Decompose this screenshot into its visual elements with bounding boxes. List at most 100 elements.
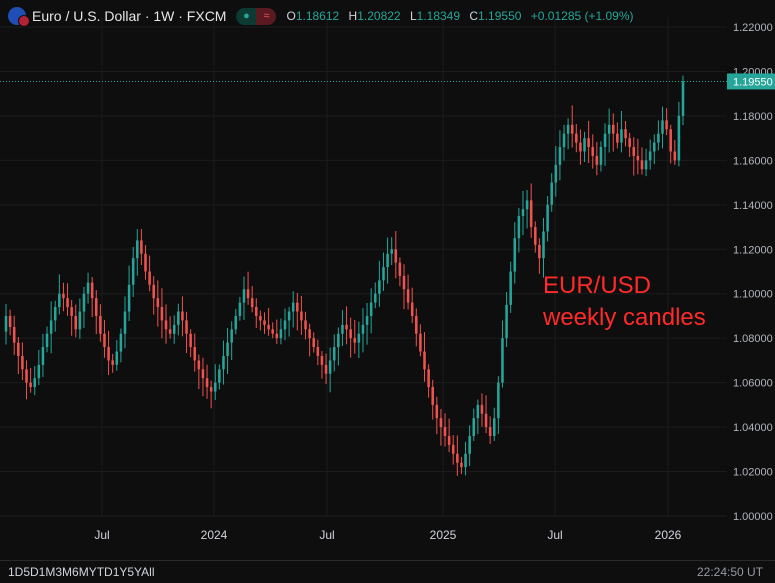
candle-body — [12, 327, 16, 343]
chart-annotation: EUR/USD weekly candles — [543, 270, 706, 334]
candle-body — [181, 311, 184, 321]
candle-body — [546, 204, 549, 232]
candle-body — [111, 360, 114, 365]
candle-body — [554, 164, 558, 183]
range-selector[interactable]: 1D5D1M3M6MYTD1Y5YAll — [8, 565, 155, 579]
candle-body — [21, 355, 24, 370]
candle-body — [472, 418, 476, 436]
candle-body — [369, 302, 373, 316]
candle-body — [140, 240, 143, 254]
candle-body — [382, 267, 385, 281]
candle-body — [566, 124, 570, 134]
candle-body — [410, 302, 414, 316]
y-tick-label: 1.18000 — [733, 111, 773, 123]
candle-body — [394, 249, 398, 263]
candle-body — [275, 333, 279, 339]
candle-body — [53, 307, 57, 321]
candle-body — [451, 444, 455, 454]
ohlc-open-label: O — [286, 9, 296, 23]
candle-body — [90, 282, 94, 299]
candle-body — [263, 320, 266, 325]
candle-body — [624, 129, 627, 139]
candle-body — [439, 418, 443, 428]
y-tick-label: 1.22000 — [733, 22, 773, 34]
symbol-header: Euro / U.S. Dollar · 1W · FXCM ● ≈ O1.18… — [8, 7, 640, 27]
symbol-title[interactable]: Euro / U.S. Dollar · 1W · FXCM — [32, 8, 227, 24]
candle-body — [226, 342, 229, 356]
candle-body — [648, 151, 652, 161]
candle-body — [562, 133, 566, 148]
candle-body — [558, 147, 562, 165]
ohlc-low-value: 1.18349 — [416, 9, 461, 23]
annotation-line-2: weekly candles — [543, 304, 706, 331]
price-chart[interactable]: 1.220001.200001.180001.160001.140001.120… — [0, 0, 775, 560]
candle-body — [521, 209, 525, 216]
candle-body — [255, 307, 258, 316]
candle-body — [152, 284, 155, 299]
candle-body — [213, 382, 217, 392]
candle-body — [525, 200, 529, 210]
candle-body — [427, 369, 430, 388]
candle-body — [447, 435, 451, 445]
buy-indicator-icon[interactable]: ● — [236, 7, 257, 25]
candle-body — [103, 333, 106, 348]
candle-body — [583, 138, 586, 152]
ohlc-low-label: L — [409, 9, 417, 23]
candle-body — [374, 293, 377, 303]
candle-body — [62, 293, 65, 299]
candle-body — [501, 338, 504, 383]
candle-body — [246, 289, 250, 299]
candle-body — [205, 378, 209, 388]
candle-body — [287, 311, 291, 321]
last-price-box — [727, 73, 775, 90]
candle-body — [58, 293, 61, 308]
candle-body — [386, 253, 389, 268]
candle-body — [33, 378, 36, 388]
candle-body — [160, 307, 164, 321]
candle-body — [337, 333, 340, 348]
candle-body — [599, 147, 603, 165]
time-axis[interactable]: Jul 2024 Jul 2025 Jul 2026 — [94, 528, 681, 542]
sell-indicator-icon[interactable]: ≈ — [256, 7, 277, 25]
ohlc-readout: O1.18612 H1.20822 L1.18349 C1.19550 +0.0… — [286, 9, 639, 23]
candle-body — [361, 324, 365, 334]
candle-body — [460, 462, 463, 468]
candle-body — [238, 302, 242, 316]
candle-body — [484, 413, 488, 428]
candle-body — [86, 282, 90, 294]
candle-body — [644, 160, 648, 170]
candle-body — [378, 280, 381, 294]
candle-body — [168, 329, 172, 334]
candle-body — [620, 129, 623, 143]
y-tick-label: 1.10000 — [733, 289, 773, 301]
candle-body — [201, 369, 205, 379]
ohlc-change-value: +0.01285 (+1.09%) — [530, 9, 634, 23]
candle-body — [324, 364, 328, 374]
candle-body — [78, 311, 82, 330]
candle-body — [529, 200, 533, 228]
candle-body — [296, 302, 299, 312]
candle-body — [144, 253, 147, 272]
price-axis[interactable]: 1.220001.200001.180001.160001.140001.120… — [733, 22, 773, 523]
candle-body — [259, 315, 262, 321]
y-tick-label: 1.00000 — [733, 511, 773, 523]
candle-body — [131, 258, 135, 285]
candle-body — [669, 129, 672, 152]
candle-body — [234, 315, 238, 330]
candle-body — [435, 404, 439, 419]
candle-body — [607, 124, 611, 134]
last-price-label: 1.19550 — [733, 76, 773, 88]
candle-body — [66, 298, 69, 308]
candle-body — [197, 360, 201, 370]
candle-body — [628, 138, 631, 148]
candle-body — [665, 120, 668, 130]
candle-body — [74, 315, 78, 330]
candle-body — [222, 355, 225, 370]
trade-pill[interactable]: ● ≈ — [236, 7, 277, 25]
eur-usd-flag-icon — [8, 7, 30, 27]
candle-body — [304, 320, 307, 330]
ohlc-high-label: H — [348, 9, 358, 23]
candle-body — [423, 351, 426, 370]
candle-body — [209, 387, 213, 392]
candle-body — [8, 315, 12, 328]
